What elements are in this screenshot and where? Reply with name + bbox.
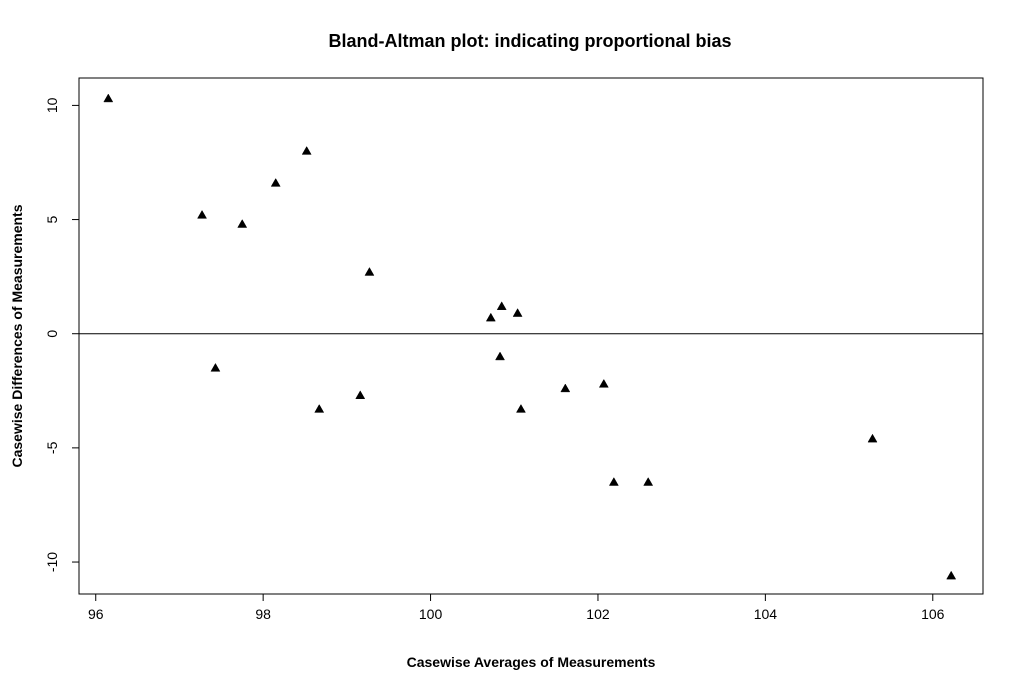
data-point bbox=[608, 477, 619, 486]
data-point bbox=[643, 477, 654, 486]
data-point bbox=[516, 404, 526, 413]
data-point bbox=[496, 301, 507, 310]
data-point bbox=[364, 267, 375, 276]
data-point bbox=[270, 178, 281, 187]
data-point bbox=[867, 433, 878, 443]
data-point bbox=[314, 404, 325, 413]
data-point bbox=[512, 308, 523, 317]
x-tick-label: 104 bbox=[754, 606, 778, 622]
x-tick-label: 96 bbox=[88, 606, 104, 622]
data-point bbox=[560, 383, 571, 393]
x-tick-label: 100 bbox=[419, 606, 443, 622]
x-axis-label: Casewise Averages of Measurements bbox=[407, 654, 656, 670]
data-point bbox=[495, 351, 505, 361]
data-point bbox=[598, 378, 609, 388]
y-tick-label: 10 bbox=[44, 97, 60, 113]
data-point bbox=[103, 93, 114, 103]
data-point bbox=[210, 362, 221, 372]
data-point bbox=[237, 219, 248, 228]
y-tick-label: 5 bbox=[44, 215, 60, 223]
x-tick-label: 102 bbox=[586, 606, 610, 622]
y-tick-label: 0 bbox=[44, 330, 60, 338]
data-point bbox=[355, 390, 366, 399]
y-tick-label: -5 bbox=[44, 441, 60, 454]
x-axis: 96 98 100 102 104 106 bbox=[88, 593, 945, 622]
plot-frame bbox=[78, 77, 984, 595]
data-point bbox=[946, 570, 957, 580]
y-tick-label: -10 bbox=[44, 552, 60, 572]
chart-title: Bland-Altman plot: indicating proportion… bbox=[329, 31, 732, 51]
x-tick-label: 106 bbox=[921, 606, 945, 622]
data-point bbox=[485, 312, 496, 322]
data-point bbox=[197, 209, 207, 219]
data-point bbox=[301, 146, 312, 155]
x-tick-label: 98 bbox=[255, 606, 271, 622]
y-axis-label: Casewise Differences of Measurements bbox=[9, 204, 25, 467]
y-axis: -10 -5 0 5 10 bbox=[44, 97, 80, 572]
data-points bbox=[103, 93, 957, 580]
